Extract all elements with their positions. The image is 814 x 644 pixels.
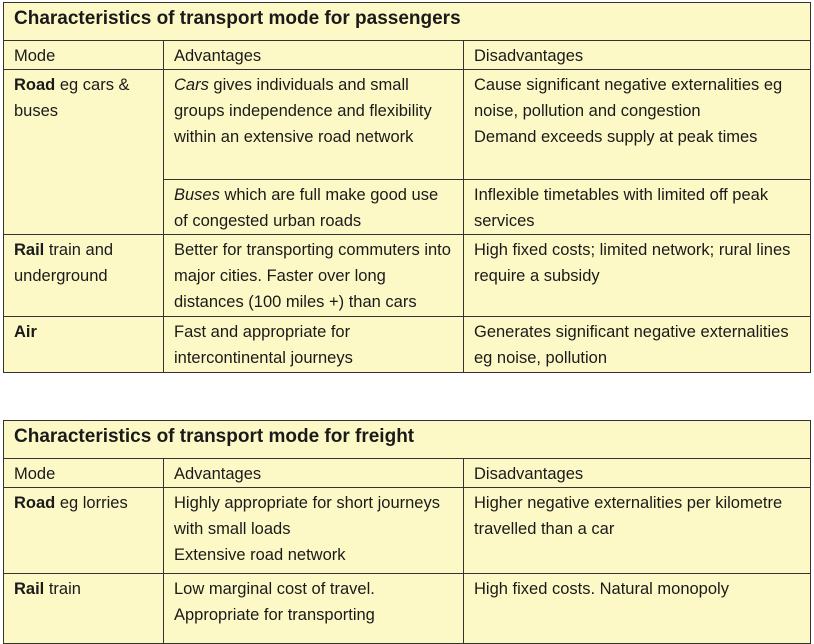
mode-cell-air: Air [3, 316, 164, 373]
header-row: Mode Advantages Disadvantages [3, 40, 811, 70]
table-row: Rail train and underground Better for tr… [3, 234, 811, 317]
advantages-cell: Buses which are full make good use of co… [163, 179, 464, 235]
disadvantages-cell: Higher negative externalities per kilome… [462, 487, 812, 574]
freight-transport-table: Characteristics of transport mode for fr… [2, 420, 812, 644]
disadvantages-cell: Inflexible timetables with limited off p… [463, 179, 811, 235]
header-advantages: Advantages [163, 40, 464, 70]
table-row: Rail train Low marginal cost of travel. … [3, 573, 812, 644]
advantages-cell: Low marginal cost of travel. Appropriate… [163, 573, 464, 644]
advantages-cell: Cars gives individuals and small groups … [163, 69, 464, 180]
header-disadvantages: Disadvantages [463, 40, 811, 70]
disadvantages-cell: High fixed costs; limited network; rural… [463, 234, 811, 317]
table-title: Characteristics of transport mode for pa… [3, 2, 811, 41]
advantages-cell: Highly appropriate for short journeys wi… [163, 487, 464, 574]
passenger-transport-table: Characteristics of transport mode for pa… [3, 2, 811, 373]
header-disadvantages: Disadvantages [462, 458, 812, 488]
header-row: Mode Advantages Disadvantages [3, 458, 812, 488]
mode-cell-rail: Rail train [3, 573, 164, 644]
disadvantages-cell: Cause significant negative externalities… [463, 69, 811, 180]
table-row: Road eg lorries Highly appropriate for s… [3, 487, 812, 574]
table-row: Air Fast and appropriate for intercontin… [3, 316, 811, 373]
mode-cell-road: Road eg cars & buses [3, 69, 164, 235]
table-row: Road eg cars & buses Cars gives individu… [3, 69, 811, 235]
header-advantages: Advantages [163, 458, 464, 488]
advantages-cell: Better for transporting commuters into m… [163, 234, 464, 317]
table-title: Characteristics of transport mode for fr… [2, 420, 812, 459]
disadvantages-cell: High fixed costs. Natural monopoly [462, 573, 812, 644]
header-mode: Mode [3, 458, 164, 488]
advantages-cell: Fast and appropriate for intercontinenta… [163, 316, 464, 373]
mode-cell-road: Road eg lorries [3, 487, 164, 574]
header-mode: Mode [3, 40, 164, 70]
disadvantages-cell: Generates significant negative externali… [463, 316, 811, 373]
mode-cell-rail: Rail train and underground [3, 234, 164, 317]
